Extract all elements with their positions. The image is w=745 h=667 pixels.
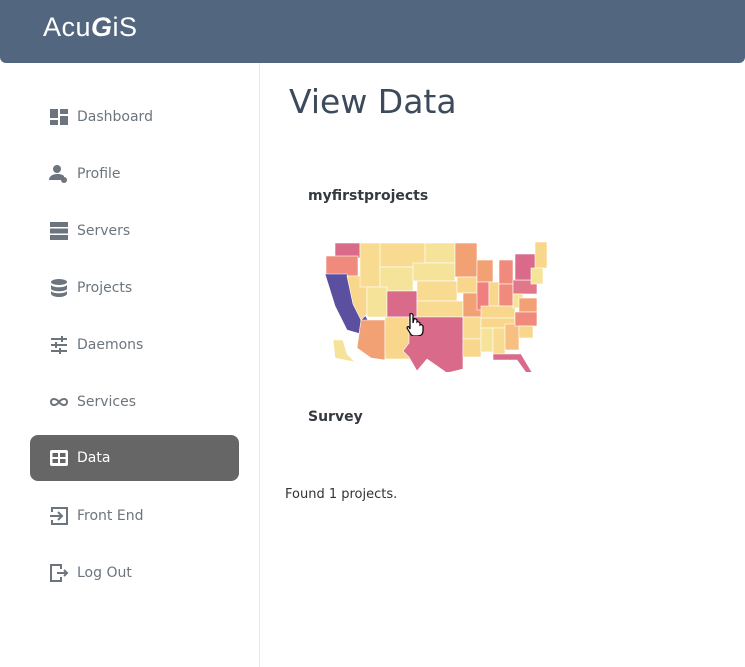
sidebar-item-log-out[interactable]: Log Out xyxy=(30,550,239,596)
infinity-icon xyxy=(49,398,69,406)
login-icon xyxy=(50,507,68,525)
sidebar-item-label: Data xyxy=(77,450,111,466)
sidebar-item-label: Projects xyxy=(77,280,133,296)
sidebar-item-label: Servers xyxy=(77,223,131,239)
sidebar-item-label: Services xyxy=(77,394,137,410)
sidebar-item-label: Log Out xyxy=(77,565,132,581)
sidebar-item-label: Dashboard xyxy=(77,109,153,125)
sidebar-item-label: Daemons xyxy=(77,337,144,353)
sidebar-item-servers[interactable]: Servers xyxy=(30,208,239,254)
sidebar-item-label: Profile xyxy=(77,166,121,182)
us-map-thumbnail[interactable] xyxy=(323,240,548,372)
sidebar-item-data[interactable]: Data xyxy=(30,435,239,481)
project-name[interactable]: Survey xyxy=(308,409,363,425)
logo[interactable]: AcuGiS xyxy=(43,12,138,42)
project-name[interactable]: myfirstprojects xyxy=(308,188,429,204)
sidebar-item-label: Front End xyxy=(77,508,144,524)
server-icon xyxy=(50,222,68,240)
logout-icon xyxy=(50,564,69,582)
found-count: Found 1 projects. xyxy=(285,487,398,502)
user-cog-icon xyxy=(49,165,67,183)
sidebar: Dashboard Profile Servers Projects Daemo… xyxy=(0,63,260,667)
database-icon xyxy=(51,279,67,297)
sidebar-item-projects[interactable]: Projects xyxy=(30,265,239,311)
table-icon xyxy=(50,450,68,466)
sidebar-item-daemons[interactable]: Daemons xyxy=(30,322,239,368)
sidebar-item-profile[interactable]: Profile xyxy=(30,151,239,197)
sliders-icon xyxy=(51,336,67,354)
sidebar-item-services[interactable]: Services xyxy=(30,379,239,425)
hand-cursor-icon xyxy=(406,312,424,336)
top-bar: AcuGiS xyxy=(0,0,745,63)
page-title: View Data xyxy=(289,82,457,121)
dashboard-icon xyxy=(50,109,68,125)
sidebar-item-front-end[interactable]: Front End xyxy=(30,493,239,539)
sidebar-item-dashboard[interactable]: Dashboard xyxy=(30,94,239,140)
